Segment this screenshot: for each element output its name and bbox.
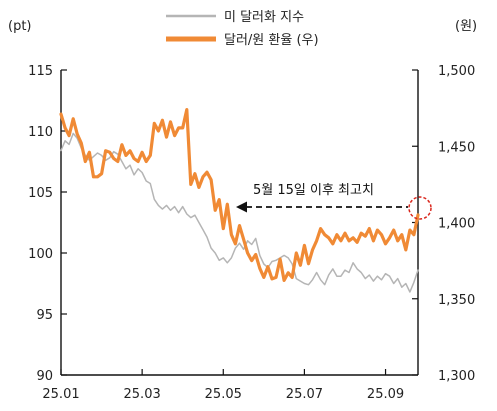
series-layer bbox=[59, 107, 420, 293]
left-tick-label: 105 bbox=[28, 186, 53, 201]
left-tick-label: 90 bbox=[36, 369, 53, 384]
annotation: 5월 15일 이후 최고치 bbox=[236, 183, 432, 220]
x-tick-label: 25.05 bbox=[205, 387, 242, 402]
right-tick-label: 1,400 bbox=[438, 217, 475, 232]
left-tick-label: 100 bbox=[28, 247, 53, 262]
annotation-highlight-circle bbox=[408, 196, 432, 220]
axis-ticks: 115 110 105 100 95 90 1,500 1,450 1,400 1,350 1,30… bbox=[28, 64, 475, 402]
right-tick-label: 1,450 bbox=[438, 140, 475, 155]
right-tick-label: 1,300 bbox=[438, 369, 475, 384]
series-line-dollar-index bbox=[60, 132, 419, 293]
annotation-arrowhead bbox=[236, 201, 247, 213]
legend-label-usd-krw: 달러/원 환율 (우) bbox=[224, 33, 319, 48]
series-line-usd-krw bbox=[59, 107, 420, 282]
left-tick-label: 110 bbox=[28, 125, 53, 140]
right-tick-label: 1,500 bbox=[438, 64, 475, 79]
right-axis-unit: (원) bbox=[455, 19, 477, 34]
annotation-label: 5월 15일 이후 최고치 bbox=[253, 183, 374, 198]
x-tick-label: 25.07 bbox=[286, 387, 323, 402]
legend: 미 달러화 지수 달러/원 환율 (우) bbox=[166, 10, 319, 48]
left-tick-label: 115 bbox=[28, 64, 53, 79]
left-tick-label: 95 bbox=[36, 308, 53, 323]
legend-label-dollar-index: 미 달러화 지수 bbox=[224, 10, 304, 25]
x-tick-label: 25.01 bbox=[42, 387, 79, 402]
left-axis-unit: (pt) bbox=[8, 19, 32, 34]
x-tick-label: 25.03 bbox=[124, 387, 161, 402]
right-tick-label: 1,350 bbox=[438, 293, 475, 308]
x-tick-label: 25.09 bbox=[367, 387, 404, 402]
